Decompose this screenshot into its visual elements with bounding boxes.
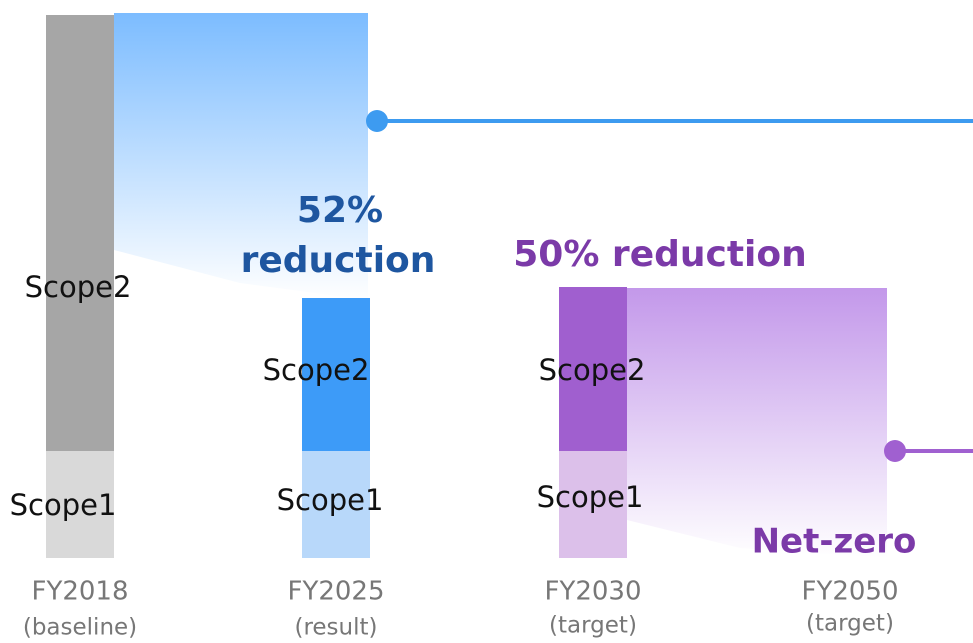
connector-dot (366, 110, 388, 132)
category-sublabel: (target) (806, 611, 894, 637)
category-label: FY2050 (801, 577, 898, 607)
segment-label: Scope1 (537, 480, 644, 514)
scope1-bar (46, 451, 114, 558)
scope1-bar (302, 451, 370, 558)
segment-label: Scope2 (263, 353, 370, 387)
segment-label: Scope2 (25, 270, 132, 304)
annotation: 52% (297, 190, 383, 231)
category-label: FY2025 (287, 577, 384, 607)
connector-dot (884, 440, 906, 462)
annotation: Net-zero (752, 522, 917, 562)
annotation: 50% reduction (513, 234, 807, 275)
segment-label: Scope2 (539, 353, 646, 387)
category-sublabel: (result) (294, 615, 377, 641)
reduction-band (627, 288, 887, 558)
category-sublabel: (target) (549, 613, 637, 639)
category-label: FY2018 (31, 577, 128, 607)
scope2-bar (559, 287, 627, 451)
segment-label: Scope1 (10, 488, 117, 522)
category-label: FY2030 (544, 577, 641, 607)
scope2-bar (46, 15, 114, 451)
segment-label: Scope1 (277, 483, 384, 517)
reduction-band (114, 13, 368, 300)
annotation: reduction (241, 240, 436, 281)
scope2-bar (302, 298, 370, 451)
scope1-bar (559, 451, 627, 558)
category-sublabel: (baseline) (23, 615, 137, 641)
